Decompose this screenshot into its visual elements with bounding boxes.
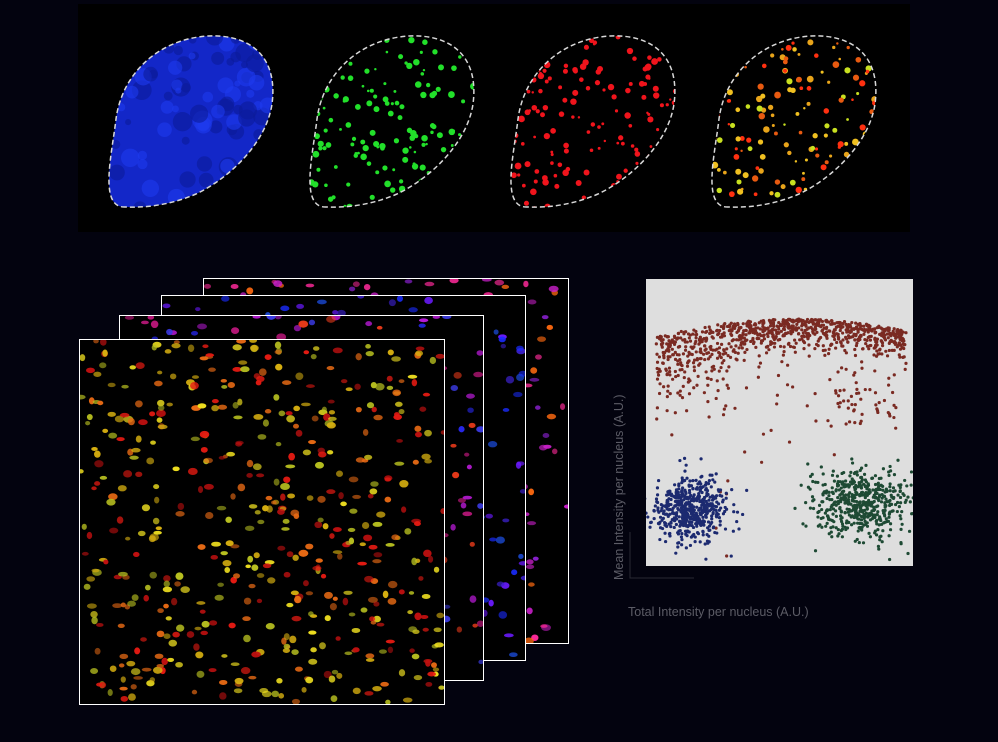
nucleus-merge xyxy=(711,35,876,208)
x-axis-label: Total Intensity per nucleus (A.U.) xyxy=(628,605,809,619)
nucleus-channel-images xyxy=(108,35,877,208)
scatter-points xyxy=(646,317,913,562)
nucleus-red xyxy=(510,35,675,208)
scatter-plot xyxy=(646,279,913,566)
nucleus-green xyxy=(309,35,474,208)
nucleus-dapi xyxy=(108,35,273,208)
y-axis-label: Mean Intensity per nucleus (A.U.) xyxy=(612,394,626,581)
nucleus-channel-strip xyxy=(78,4,910,232)
axis-corner-icon xyxy=(629,532,694,579)
stack-layer-front xyxy=(79,339,445,705)
